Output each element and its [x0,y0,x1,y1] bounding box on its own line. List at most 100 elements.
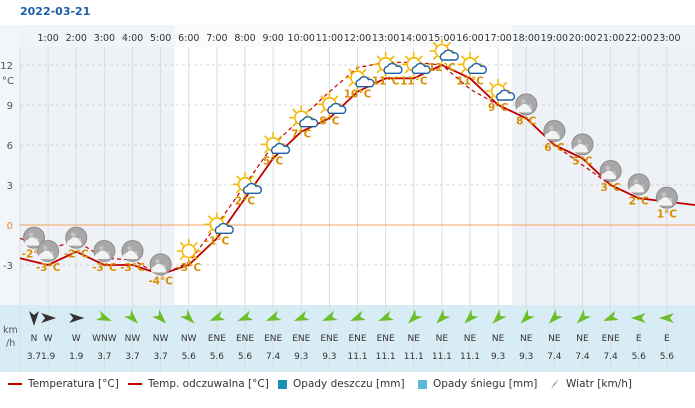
cloud-shape [271,142,291,155]
wind-arrow-shape [124,309,139,324]
wind-arrow-shape [576,309,591,324]
sun-ray [236,175,241,180]
moon-crater [605,165,610,171]
wind-direction: ENE [377,334,395,344]
wind-direction: NW [153,334,169,344]
moon-crater [521,99,526,104]
moon-cloud [657,197,673,206]
axis-band [0,25,20,305]
wind-speed: 3.7 [125,352,139,362]
sun-ray [474,55,479,60]
wind-arrow-icon [41,313,57,323]
cloud-shape [242,182,262,195]
legend-rain-label: Opady deszczu [mm] [293,378,405,390]
moon-cloud [94,250,110,259]
temp-label: 3°C [600,182,621,194]
sun-ray [461,55,466,60]
wind-arrow-shape [520,309,535,324]
hour-label: 9:00 [262,33,283,44]
wind-arrow-shape [69,313,85,323]
wind-direction: W [44,334,53,344]
hour-label: 3:00 [94,33,115,44]
hour-label: 21:00 [597,33,624,44]
cloud-shape [467,62,487,75]
temp-label: 2°C [235,195,256,207]
wind-direction: ENE [348,334,366,344]
wind-speed: 5.6 [660,352,675,362]
hour-label: 11:00 [316,33,343,44]
wind-speed: 5.6 [238,352,253,362]
wind-arrow-icon [180,309,195,324]
moon-cloud [122,250,138,259]
wind-arrow-shape [492,309,507,324]
moon-cloud [544,130,560,139]
cloud-shape [411,62,431,75]
hour-label: 22:00 [625,33,652,44]
y-tick-label: 3 [7,181,13,192]
moon-cloud-icon [93,240,116,262]
wind-speed: 9.3 [519,352,533,362]
wind-speed: 7.4 [575,352,590,362]
wind-arrow-icon [237,310,254,322]
temp-label: -1°C [205,235,230,247]
wind-arrow-icon [95,310,112,322]
weather-icons: -2°C-3°C-2°C-3°C -3°C-4°C-3°C-1°C2°C5°C7°… [22,38,678,287]
y-tick-label: 6 [7,141,13,152]
legend-temp-label: Temperatura [°C] [28,378,119,390]
wind-arrow-shape [209,310,226,322]
wind-direction: NE [408,334,421,344]
sun-ray [193,255,198,260]
temp-label: 2°C [629,195,650,207]
sun-ray [362,68,367,73]
wind-speed: 9.3 [322,352,336,362]
moon-crater [661,192,667,197]
wind-arrow-shape [464,309,479,324]
wind-arrow-icon [630,313,646,323]
hour-header-band [20,25,695,47]
hour-label: 19:00 [541,33,568,44]
temp-label: 8°C [516,115,537,127]
wind-arrow-shape [603,310,620,322]
moon-cloud-icon [65,226,88,249]
sun-ray [461,69,466,74]
cloud-shape [299,116,319,128]
wind-arrow-shape [350,310,366,322]
moon-cloud [66,237,82,246]
temp-label: 5°C [572,155,593,167]
sun-ray [320,95,325,100]
meteogram-chart: 2022-03-21 1:00 2:00 3:00 4:00 5:00 6:00 7:00 8… [0,5,695,372]
cloud-shape [355,76,375,88]
y-tick-label: 12 [0,61,13,72]
sun-ray [179,255,184,260]
wind-arrow-shape [408,309,423,324]
wind-direction: ENE [264,334,282,344]
moon-crater [28,232,34,237]
sun-disk [181,243,197,259]
grid-lines [19,47,695,372]
hour-label: 12:00 [344,33,371,44]
moon-crater [71,232,76,237]
moon-crater [633,179,638,184]
snow-swatch [418,379,427,389]
hour-label: 7:00 [206,33,227,44]
wind-arrow-icon [265,310,282,322]
wind-direction: E [636,334,642,344]
legend-snow-label: Opady śniegu [mm] [433,378,538,390]
hour-label: 10:00 [288,33,315,44]
wind-arrow-icon [551,379,559,389]
wind-speed: 11.1 [404,352,424,362]
wind-speed: 7.4 [603,352,618,362]
wind-direction: ENE [208,334,226,344]
sun-ray [432,42,438,47]
wind-arrow-shape [152,309,167,324]
sun-ray [292,122,297,127]
wind-arrow-shape [237,310,254,322]
legend-rain: Opady deszczu [mm] [278,378,405,390]
wind-speed: 1.9 [41,352,56,362]
y-axis-unit: °C [2,76,14,87]
sun-ray [446,42,451,47]
wind-arrow-shape [293,310,310,322]
legend-wind-label: Wiatr [km/h] [566,378,632,390]
moon-cloud [38,250,54,259]
wind-speed: 11.1 [376,352,396,362]
